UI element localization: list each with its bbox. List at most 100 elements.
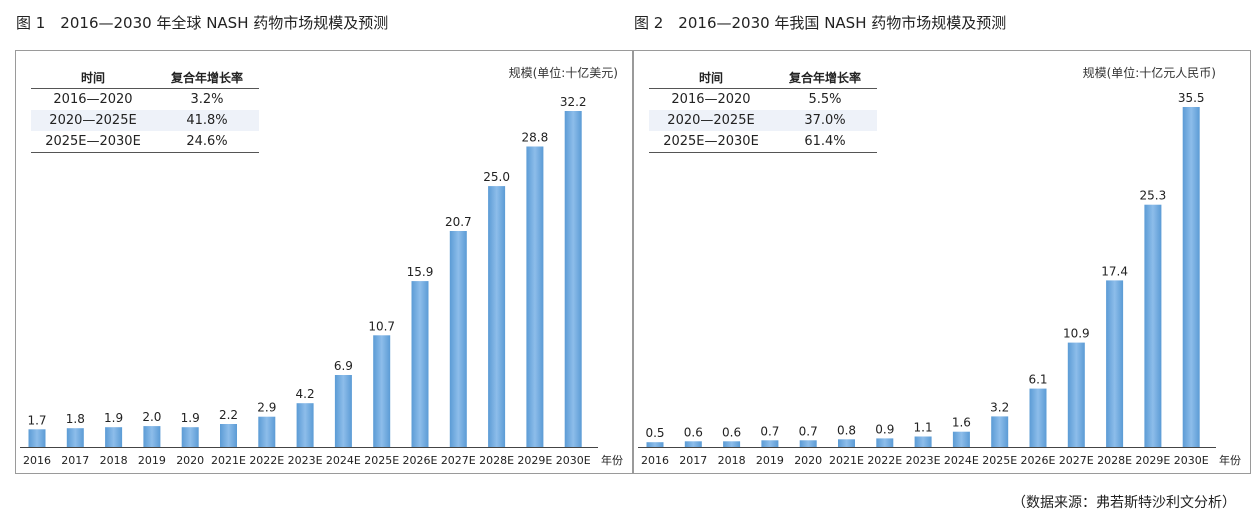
- data-label: 35.5: [1178, 91, 1205, 105]
- table-cell-period: 2016—2020: [671, 92, 751, 107]
- bar: [449, 231, 467, 447]
- table-cell-period: 2025E—2030E: [649, 131, 773, 153]
- bar: [526, 146, 544, 447]
- bar: [876, 438, 894, 447]
- table-header-cagr: 复合年增长率: [773, 67, 877, 89]
- data-label: 1.7: [27, 413, 46, 427]
- bar: [1144, 204, 1162, 447]
- bar: [991, 416, 1009, 447]
- x-tick-label: 2020: [794, 454, 822, 467]
- bar: [143, 426, 161, 447]
- x-tick-label: 2017: [61, 454, 89, 467]
- x-tick-label: 2025E: [364, 454, 399, 467]
- table-header-cagr: 复合年增长率: [155, 67, 259, 89]
- x-tick-label: 2024E: [944, 454, 979, 467]
- bar: [1182, 107, 1200, 447]
- table-cell-cagr: 37.0%: [773, 110, 877, 131]
- x-tick-label: 2024E: [326, 454, 361, 467]
- x-tick-label: 2022E: [867, 454, 902, 467]
- table-cell-period: 2016—2020: [53, 92, 133, 107]
- data-label: 0.6: [722, 425, 741, 439]
- bar: [684, 441, 702, 447]
- x-tick-label: 2020: [176, 454, 204, 467]
- x-tick-label: 2019: [756, 454, 784, 467]
- x-tick-label: 2026E: [403, 454, 438, 467]
- data-label: 25.0: [483, 170, 510, 184]
- x-tick-label: 2027E: [1059, 454, 1094, 467]
- bar: [488, 186, 506, 447]
- x-tick-label: 2025E: [982, 454, 1017, 467]
- data-label: 25.3: [1140, 189, 1167, 203]
- chart-panel-global: 1.7 2016 1.8 2017 1.9 2018 2.0 2019 1.9 2020 2.2 20…: [15, 50, 633, 474]
- table-header-period: 时间: [649, 67, 773, 89]
- x-tick-label: 2019: [138, 454, 166, 467]
- data-label: 6.9: [334, 359, 353, 373]
- x-tick-label: 2026E: [1021, 454, 1056, 467]
- data-label: 1.9: [104, 411, 123, 425]
- chart-title-global: 图 1 2016—2030 年全球 NASH 药物市场规模及预测: [16, 14, 389, 32]
- data-label: 0.9: [875, 422, 894, 436]
- x-tick-label: 2028E: [1097, 454, 1132, 467]
- data-label: 10.7: [368, 319, 395, 333]
- bar: [411, 281, 429, 447]
- x-tick-label: 2022E: [249, 454, 284, 467]
- data-label: 4.2: [296, 387, 315, 401]
- table-row: 2020—2025E 41.8%: [31, 110, 259, 131]
- data-label: 32.2: [560, 95, 587, 109]
- table-row: 2016—2020 3.2%: [31, 89, 259, 111]
- x-tick-label: 2018: [100, 454, 128, 467]
- table-row: 2016—2020 5.5%: [649, 89, 877, 111]
- data-label: 0.6: [684, 425, 703, 439]
- x-tick-label: 2030E: [1174, 454, 1209, 467]
- table-cell-cagr: 5.5%: [808, 92, 842, 107]
- bar-chart-china: 0.5 2016 0.6 2017 0.6 2018 0.7 2019 0.7 2020 0.8 20…: [638, 91, 1241, 467]
- table-row: 2020—2025E 37.0%: [649, 110, 877, 131]
- growth-rate-table: 时间 复合年增长率 2016—2020 3.2% 2020—2025E 41.8…: [31, 67, 259, 153]
- bar: [761, 440, 779, 447]
- bar: [66, 428, 84, 447]
- x-tick-label: 2029E: [1135, 454, 1170, 467]
- unit-label: 规模(单位:十亿美元): [508, 66, 618, 80]
- bar: [1029, 388, 1047, 447]
- x-tick-label: 2030E: [556, 454, 591, 467]
- x-tick-label: 2021E: [211, 454, 246, 467]
- table-cell-cagr: 3.2%: [190, 92, 224, 107]
- data-label: 6.1: [1028, 373, 1047, 387]
- bar: [28, 429, 46, 447]
- bar: [914, 436, 932, 447]
- x-tick-label: 2016: [23, 454, 51, 467]
- data-label: 10.9: [1063, 327, 1090, 341]
- data-label: 28.8: [522, 131, 549, 145]
- x-tick-label: 2023E: [288, 454, 323, 467]
- x-tick-label: 2023E: [906, 454, 941, 467]
- table-row: 2025E—2030E 61.4%: [649, 131, 877, 153]
- table-cell-period: 2025E—2030E: [31, 131, 155, 153]
- data-label: 3.2: [990, 400, 1009, 414]
- bar: [181, 427, 199, 447]
- bar: [334, 375, 352, 447]
- table-header-period: 时间: [31, 67, 155, 89]
- data-label: 1.8: [66, 412, 85, 426]
- x-tick-label: 2016: [641, 454, 669, 467]
- table-cell-cagr: 41.8%: [155, 110, 259, 131]
- bar-chart-global: 1.7 2016 1.8 2017 1.9 2018 2.0 2019 1.9 2020 2.2 20…: [20, 95, 623, 467]
- x-tick-label: 2017: [679, 454, 707, 467]
- data-label: 2.9: [257, 401, 276, 415]
- data-label: 0.7: [799, 424, 818, 438]
- bar: [373, 335, 391, 447]
- table-cell-cagr: 61.4%: [773, 131, 877, 153]
- data-label: 0.7: [760, 424, 779, 438]
- data-label: 1.1: [914, 421, 933, 435]
- growth-rate-table: 时间 复合年增长率 2016—2020 5.5% 2020—2025E 37.0…: [649, 67, 877, 153]
- data-label: 0.5: [645, 426, 664, 440]
- data-source-note: （数据来源：弗若斯特沙利文分析）: [1012, 495, 1236, 511]
- bar: [296, 403, 314, 447]
- table-cell-period: 2020—2025E: [31, 110, 155, 131]
- data-label: 17.4: [1101, 264, 1128, 278]
- data-label: 20.7: [445, 215, 472, 229]
- x-tick-label: 2027E: [441, 454, 476, 467]
- bar: [838, 439, 855, 447]
- data-label: 1.9: [181, 411, 200, 425]
- unit-label: 规模(单位:十亿元人民币): [1082, 66, 1216, 80]
- bar: [564, 111, 582, 447]
